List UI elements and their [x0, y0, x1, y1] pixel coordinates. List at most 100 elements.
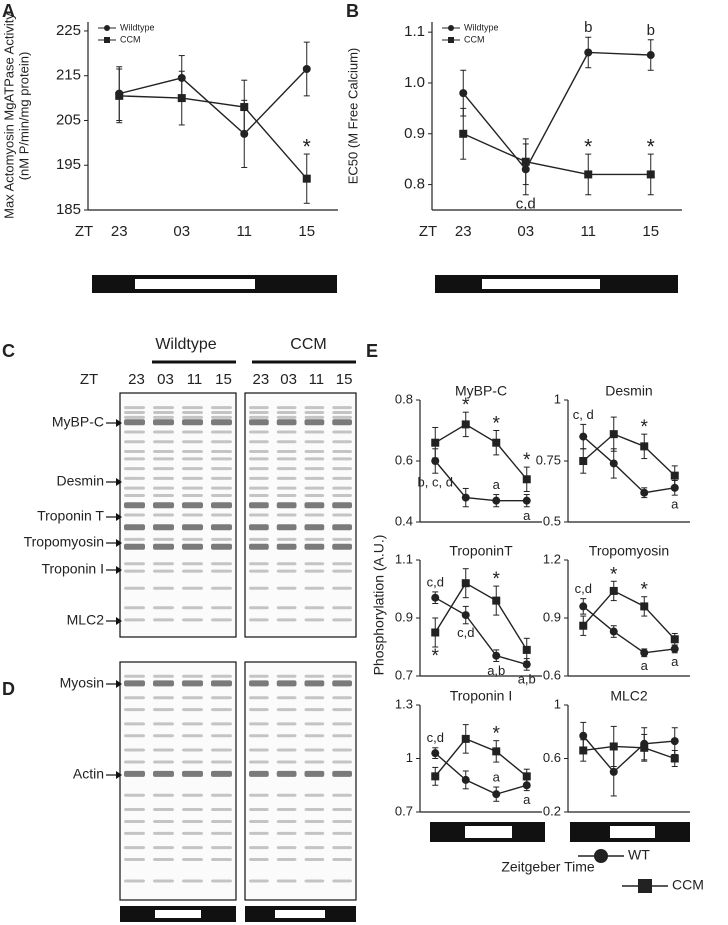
annotation: b: [584, 19, 592, 36]
gel-band: [276, 846, 297, 850]
lane-label: 03: [157, 371, 174, 388]
gel-band: [211, 457, 232, 461]
band-arrowhead: [116, 771, 122, 779]
gel-band: [211, 674, 232, 678]
gel-band: [304, 858, 325, 862]
lane-label: 15: [215, 371, 232, 388]
gel-band: [304, 879, 325, 883]
annotation: b, c, d: [418, 475, 453, 490]
gel-band: [332, 760, 352, 764]
series-line: [119, 68, 308, 135]
gel-band: [249, 476, 269, 480]
series-line: [582, 605, 675, 654]
gel-band: [332, 476, 352, 480]
gel-band: [211, 793, 232, 797]
legend-label: CCM: [672, 877, 704, 893]
gel-band: [249, 808, 269, 812]
gel-band: [211, 586, 232, 590]
gel-band: [153, 586, 174, 590]
gel-band: [124, 748, 145, 752]
data-point: [522, 645, 531, 654]
data-point: [431, 438, 440, 447]
x-axis-label: ZT: [75, 223, 93, 240]
plot-title: MyBP-C: [455, 383, 507, 399]
annotation: a: [671, 497, 679, 512]
gel-band: [332, 586, 352, 590]
legend-marker: [594, 849, 608, 863]
gel-band: [332, 493, 352, 497]
gel-band: [153, 467, 174, 471]
data-point: [522, 660, 531, 669]
legend-label: Wildtype: [464, 22, 499, 32]
gel-band: [332, 734, 352, 738]
gel-band: [276, 415, 297, 419]
gel-band: [124, 502, 145, 509]
gel-band: [182, 734, 203, 738]
gel-band: [182, 493, 203, 497]
gel-band: [276, 502, 297, 509]
y-tick-label: 225: [56, 22, 81, 39]
data-point: [640, 442, 649, 451]
annotation: *: [432, 646, 440, 667]
data-point: [646, 51, 655, 60]
annotation: c, d: [573, 407, 594, 422]
y-tick-label: 0.6: [543, 750, 561, 765]
gel-band: [276, 513, 297, 517]
gel-band: [276, 819, 297, 823]
x-tick-label: 23: [455, 223, 472, 240]
gel-band: [182, 674, 203, 678]
gel-band: [211, 537, 232, 541]
gel-band: [304, 537, 325, 541]
gel-band: [304, 419, 325, 426]
data-point: [459, 129, 468, 138]
gel-band: [249, 819, 269, 823]
gel-band: [124, 430, 145, 434]
gel-band: [211, 770, 232, 777]
gel-band: [304, 606, 325, 610]
data-point: [431, 772, 440, 781]
lane-label: 15: [336, 371, 353, 388]
annotation: a: [493, 769, 501, 784]
data-point: [115, 91, 124, 100]
gel-band: [124, 760, 145, 764]
gel-band: [304, 493, 325, 497]
gel-band: [332, 415, 352, 419]
gel-band: [124, 618, 145, 622]
band-arrowhead: [116, 419, 122, 427]
gel-band: [276, 760, 297, 764]
gel-band: [249, 760, 269, 764]
gel-band: [332, 502, 352, 509]
plot-title: Troponin I: [450, 688, 513, 704]
gel-band: [249, 879, 269, 883]
gel-band: [124, 846, 145, 850]
gel-band: [182, 793, 203, 797]
gel-band: [332, 543, 352, 550]
gel-band: [304, 760, 325, 764]
y-tick-label: 0.6: [543, 667, 561, 682]
gel-band: [124, 457, 145, 461]
gel-band: [211, 722, 232, 726]
annotation: c,d: [427, 730, 444, 745]
gel-band: [153, 502, 174, 509]
gel-band: [153, 450, 174, 454]
gel-band: [182, 440, 203, 444]
annotation: a,b: [487, 663, 505, 678]
gel-band: [276, 680, 297, 687]
gel-band: [332, 606, 352, 610]
gel-band: [249, 831, 269, 835]
annotation: *: [584, 136, 592, 159]
gel-band: [304, 486, 325, 490]
gel-band: [124, 734, 145, 738]
gel-band: [182, 411, 203, 415]
gel-band: [304, 562, 325, 566]
x-tick-label: 11: [580, 223, 596, 240]
band-arrowhead: [116, 680, 122, 688]
gel-band: [304, 476, 325, 480]
gel-band: [153, 606, 174, 610]
gel-band: [182, 846, 203, 850]
gel-band: [332, 524, 352, 531]
gel-band: [153, 846, 174, 850]
gel-band: [124, 770, 145, 777]
gel-band: [182, 569, 203, 573]
series-line: [119, 95, 308, 180]
